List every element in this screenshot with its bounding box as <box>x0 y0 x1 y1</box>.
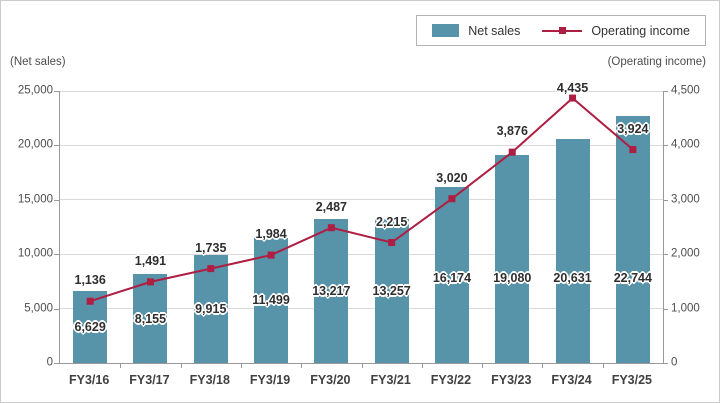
right-axis-tick-label: 0 <box>671 356 678 369</box>
right-axis-tick-label: 1,000 <box>671 302 700 315</box>
x-axis-label: FY3/25 <box>611 373 652 387</box>
bar-value-label: 8,155 <box>134 311 167 326</box>
bar-net-sales <box>434 187 469 363</box>
line-marker <box>146 278 154 286</box>
line-marker <box>569 94 577 102</box>
bar-value-label: 19,080 <box>493 271 532 285</box>
right-axis-tick <box>663 308 668 310</box>
bar-net-sales <box>555 138 590 363</box>
right-axis-tick <box>663 363 668 364</box>
line-marker <box>508 148 516 156</box>
line-marker <box>267 251 275 259</box>
operating-income-value-label: 1,491 <box>134 253 167 268</box>
grid-line <box>60 308 663 310</box>
x-axis-label: FY3/24 <box>551 373 592 387</box>
left-axis-tick-label: 10,000 <box>17 247 53 260</box>
bar-value-label: 11,499 <box>252 293 290 308</box>
line-marker <box>388 239 396 247</box>
right-axis-tick-label: 3,000 <box>671 193 700 206</box>
x-axis-tick <box>361 363 363 368</box>
left-axis-tick-label: 0 <box>46 356 53 369</box>
x-axis-label: FY3/19 <box>249 373 291 387</box>
net-sales-swatch-icon <box>432 24 460 37</box>
x-axis-label: FY3/22 <box>430 373 472 387</box>
legend: Net sales Operating income <box>416 15 706 46</box>
x-axis-label: FY3/23 <box>491 373 532 387</box>
line-marker <box>86 297 94 305</box>
line-marker <box>207 265 215 273</box>
bar-value-label: 22,744 <box>613 271 652 285</box>
left-axis-tick-label: 15,000 <box>17 193 53 206</box>
right-axis-tick-label: 2,000 <box>671 247 700 260</box>
right-axis-tick-label: 4,500 <box>671 84 700 97</box>
legend-label-net-sales: Net sales <box>468 23 521 38</box>
legend-item-net-sales: Net sales <box>432 24 520 38</box>
x-axis-label: FY3/17 <box>129 373 170 387</box>
left-axis-tick <box>54 91 59 92</box>
operating-income-value-label: 2,487 <box>315 199 347 214</box>
left-axis-tick-label: 20,000 <box>17 138 53 151</box>
left-axis-tick <box>54 254 59 256</box>
operating-income-value-label: 4,435 <box>556 81 589 95</box>
line-marker <box>629 146 637 154</box>
left-axis-tick-label: 25,000 <box>17 84 53 97</box>
bar-value-label: 20,631 <box>553 271 592 285</box>
bar-value-label: 13,217 <box>312 284 351 299</box>
x-axis-label: FY3/20 <box>310 373 351 387</box>
operating-income-value-label: 1,735 <box>195 240 227 255</box>
right-axis-tick-label: 4,000 <box>671 138 700 151</box>
x-axis-tick <box>542 363 544 368</box>
left-axis-tick <box>54 363 59 364</box>
bar-value-label: 6,629 <box>74 319 106 334</box>
grid-line <box>60 199 663 201</box>
operating-income-line <box>86 94 637 305</box>
grid-line <box>60 253 663 255</box>
x-axis-tick <box>421 363 423 368</box>
x-axis-label: FY3/21 <box>370 373 411 387</box>
right-axis-tick <box>663 254 668 256</box>
x-axis-tick <box>240 363 242 368</box>
bar-value-label: 9,915 <box>195 302 227 317</box>
operating-income-line-icon <box>542 24 583 37</box>
bar-value-label: 16,174 <box>432 271 472 285</box>
operating-income-value-label: 1,984 <box>255 227 287 242</box>
legend-item-operating-income: Operating income <box>542 24 690 38</box>
x-axis-label: FY3/18 <box>189 373 230 387</box>
right-axis-caption: (Operating income) <box>607 56 706 68</box>
line-marker <box>327 224 335 232</box>
left-axis-tick <box>54 308 59 310</box>
right-axis-tick <box>663 199 668 201</box>
x-axis-label: FY3/16 <box>68 373 110 387</box>
x-axis-tick <box>180 363 182 368</box>
x-axis-tick <box>602 363 604 368</box>
left-axis-tick <box>54 145 59 147</box>
operating-income-value-label: 1,136 <box>74 273 106 288</box>
grid-line <box>60 90 663 92</box>
bar-net-sales <box>193 255 228 363</box>
x-axis-tick <box>482 363 484 368</box>
left-axis-tick-label: 5,000 <box>24 302 53 315</box>
grid-line <box>60 144 663 146</box>
plot-area: 6,629 8,155 9,915 11,499 13,217 13,257 16,174 1… <box>54 81 668 368</box>
operating-income-value-label: 3,876 <box>496 124 528 139</box>
bar-net-sales <box>495 155 530 363</box>
bar-net-sales <box>615 115 650 363</box>
operating-income-value-label: 3,020 <box>436 170 468 185</box>
bar-net-sales <box>314 219 349 363</box>
right-axis-tick <box>663 91 668 92</box>
operating-income-value-label: 3,924 <box>617 121 649 136</box>
operating-income-value-label: 2,215 <box>376 214 408 229</box>
left-axis-caption: (Net sales) <box>10 56 66 68</box>
bar-net-sales <box>133 274 168 363</box>
legend-label-operating-income: Operating income <box>591 23 690 38</box>
bar-value-label: 13,257 <box>372 283 411 298</box>
right-axis-tick <box>663 145 668 147</box>
x-axis-tick <box>120 363 122 368</box>
bar-net-sales <box>254 237 289 363</box>
left-axis-tick <box>54 199 59 201</box>
line-marker <box>448 195 456 203</box>
x-axis-tick <box>301 363 303 368</box>
